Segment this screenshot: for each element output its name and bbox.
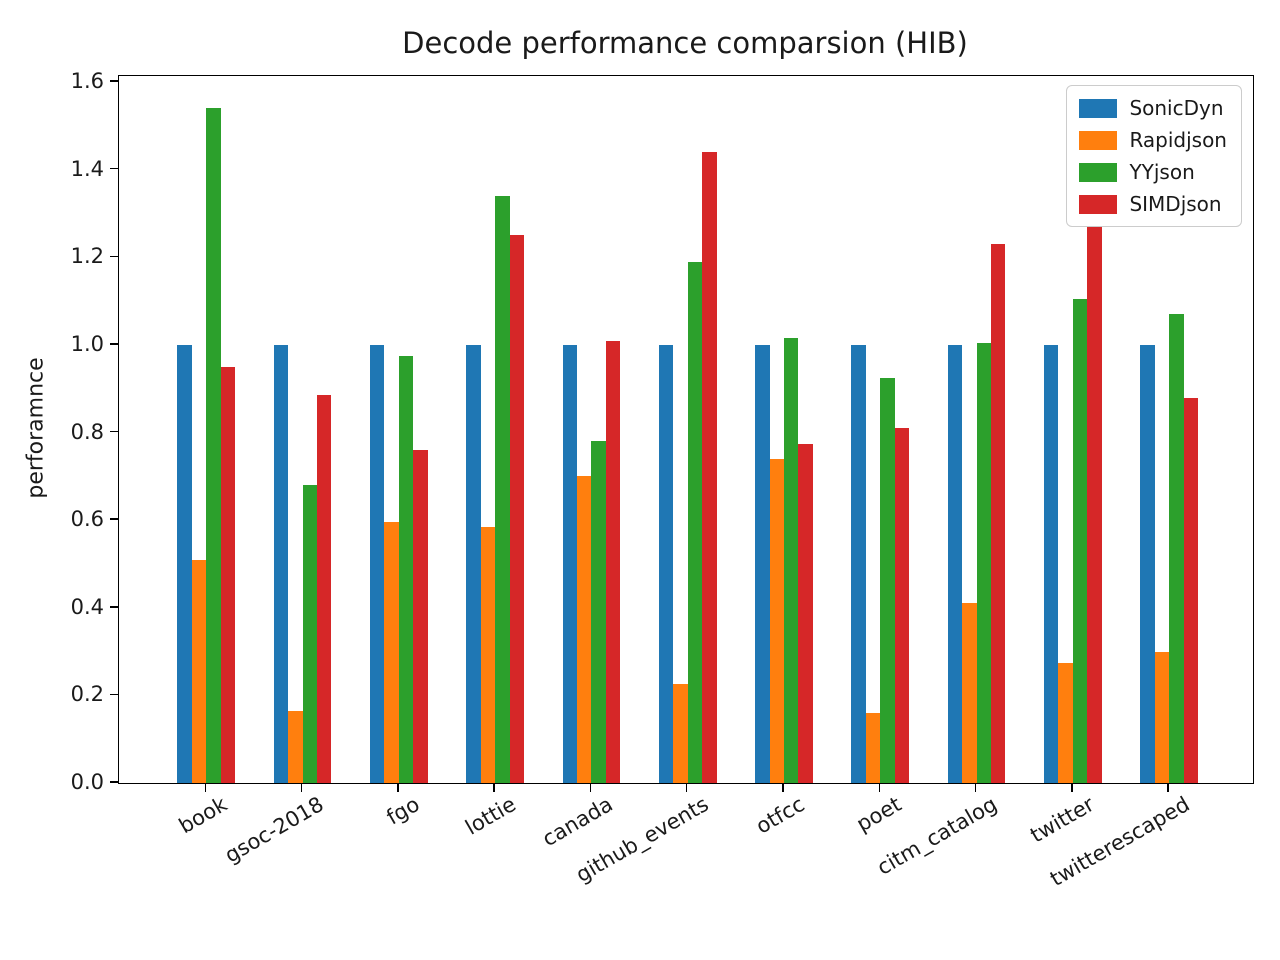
legend-item-SonicDyn: SonicDyn: [1079, 96, 1227, 120]
bar-SonicDyn-gsoc-2018: [273, 345, 289, 783]
legend-swatch-icon: [1079, 194, 1118, 214]
y-tick-mark: [110, 693, 118, 696]
x-tick-mark: [397, 783, 399, 792]
x-tick-label-otfcc: otfcc: [752, 792, 809, 839]
x-tick-mark: [1071, 783, 1073, 792]
plot-area: SonicDyn Rapidjson YYjson SIMDjson: [118, 75, 1254, 784]
y-tick-mark: [110, 781, 118, 783]
y-tick-label: 1.2: [70, 244, 104, 269]
y-tick-label: 1.4: [70, 156, 104, 181]
x-tick-mark: [589, 783, 592, 792]
legend-item-YYjson: YYjson: [1079, 160, 1227, 184]
bar-Rapidjson-github_events: [673, 684, 688, 783]
bar-Rapidjson-poet: [865, 712, 881, 783]
legend-label: SIMDjson: [1129, 192, 1222, 216]
bar-Rapidjson-twitterescaped: [1154, 651, 1170, 783]
x-tick-label-lottie: lottie: [461, 792, 521, 840]
x-tick-label-twitter: twitter: [1025, 792, 1098, 848]
bar-SIMDjson-book: [220, 366, 236, 783]
bar-SIMDjson-fgo: [413, 450, 428, 783]
legend-label: Rapidjson: [1129, 128, 1227, 152]
bar-SonicDyn-otfcc: [755, 345, 770, 783]
bar-SonicDyn-twitter: [1043, 345, 1059, 783]
legend: SonicDyn Rapidjson YYjson SIMDjson: [1066, 85, 1242, 227]
y-tick-mark: [110, 80, 118, 82]
bar-SIMDjson-citm_catalog: [991, 244, 1006, 783]
bar-SonicDyn-canada: [562, 345, 577, 783]
x-tick-mark: [493, 783, 495, 792]
bar-YYjson-twitter: [1072, 299, 1088, 783]
y-tick-label: 0.2: [70, 682, 104, 707]
bar-YYjson-canada: [591, 441, 606, 783]
x-tick-mark: [782, 783, 784, 792]
x-tick-label-book: book: [174, 792, 232, 839]
legend-item-SIMDjson: SIMDjson: [1079, 192, 1227, 216]
bar-YYjson-otfcc: [784, 338, 799, 783]
y-tick-mark: [110, 343, 118, 345]
y-tick-label: 0.8: [70, 419, 104, 444]
legend-item-Rapidjson: Rapidjson: [1079, 128, 1227, 152]
x-tick-mark: [204, 783, 207, 792]
bar-SonicDyn-poet: [851, 345, 866, 783]
bar-SIMDjson-twitter: [1087, 213, 1102, 783]
legend-swatch-icon: [1079, 130, 1118, 150]
bar-YYjson-fgo: [398, 355, 414, 783]
x-tick-label-poet: poet: [852, 792, 906, 837]
y-tick-mark: [110, 518, 118, 520]
bar-Rapidjson-fgo: [384, 522, 399, 783]
bar-Rapidjson-twitter: [1058, 662, 1073, 783]
bar-SIMDjson-lottie: [509, 235, 525, 783]
x-tick-mark: [300, 783, 303, 792]
bar-YYjson-gsoc-2018: [302, 485, 318, 783]
bar-Rapidjson-citm_catalog: [962, 603, 977, 783]
y-tick-label: 0.0: [70, 770, 104, 794]
bar-SIMDjson-twitterescaped: [1183, 397, 1198, 783]
y-tick-mark: [110, 430, 118, 433]
chart-title: Decode performance comparsion (HIB): [402, 26, 968, 60]
bar-Rapidjson-gsoc-2018: [288, 710, 303, 783]
bar-YYjson-lottie: [495, 196, 510, 783]
bar-Rapidjson-lottie: [480, 526, 496, 783]
y-tick-label: 1.6: [70, 69, 104, 94]
x-tick-mark: [878, 783, 881, 792]
x-tick-mark: [1167, 783, 1169, 792]
bar-SIMDjson-otfcc: [798, 443, 813, 783]
y-tick-label: 1.0: [70, 332, 104, 356]
y-tick-mark: [110, 606, 118, 608]
bar-Rapidjson-book: [191, 559, 207, 783]
bar-YYjson-book: [206, 108, 221, 783]
legend-swatch-icon: [1079, 162, 1118, 182]
bar-SonicDyn-fgo: [370, 345, 385, 783]
bar-SonicDyn-book: [177, 345, 192, 783]
y-tick-label: 0.4: [70, 594, 104, 619]
x-tick-mark: [974, 783, 977, 792]
bar-Rapidjson-otfcc: [769, 458, 784, 783]
x-tick-label-gsoc-2018: gsoc-2018: [220, 792, 328, 868]
legend-swatch-icon: [1079, 98, 1118, 118]
y-tick-label: 0.6: [70, 507, 104, 532]
legend-label: YYjson: [1129, 160, 1195, 184]
y-tick-mark: [110, 255, 118, 258]
bar-SIMDjson-github_events: [702, 152, 717, 783]
bar-SonicDyn-twitterescaped: [1140, 345, 1155, 783]
bar-YYjson-twitterescaped: [1169, 314, 1184, 783]
bar-Rapidjson-canada: [577, 476, 592, 783]
y-tick-mark: [110, 167, 118, 170]
legend-label: SonicDyn: [1129, 96, 1224, 120]
bar-YYjson-github_events: [687, 261, 703, 783]
x-tick-mark: [685, 783, 688, 792]
bar-SonicDyn-github_events: [658, 345, 674, 783]
x-tick-label-canada: canada: [537, 792, 617, 852]
bar-YYjson-poet: [880, 377, 895, 783]
bar-SonicDyn-citm_catalog: [947, 345, 963, 783]
bar-SIMDjson-gsoc-2018: [317, 395, 332, 783]
x-tick-label-fgo: fgo: [382, 792, 424, 830]
bar-SIMDjson-poet: [894, 428, 910, 783]
bar-SonicDyn-lottie: [466, 345, 481, 783]
bar-YYjson-citm_catalog: [976, 342, 991, 783]
bar-SIMDjson-canada: [605, 340, 621, 783]
